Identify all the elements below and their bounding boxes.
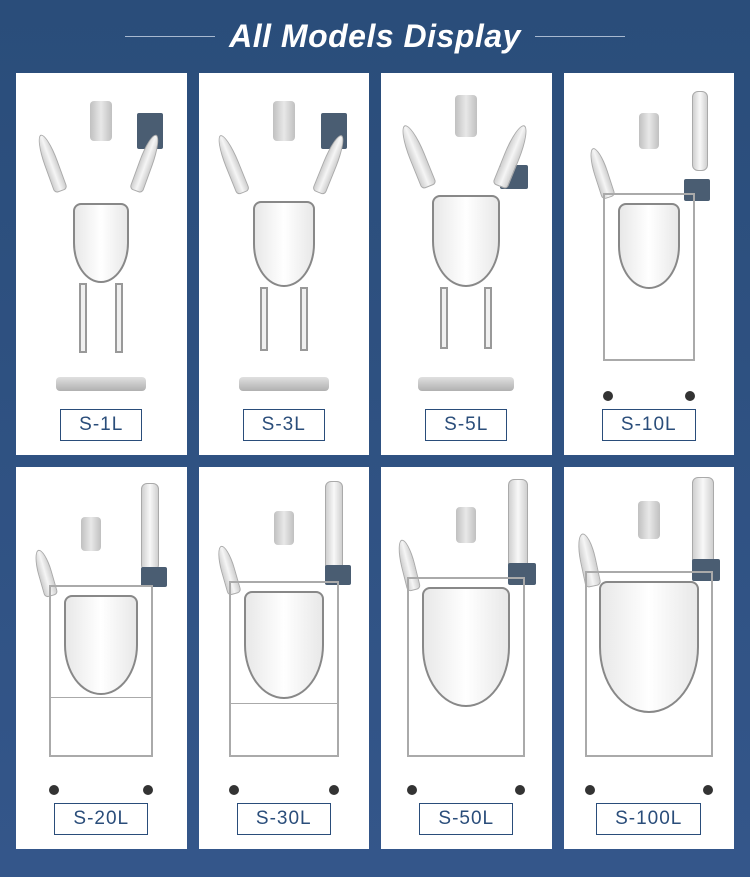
product-image xyxy=(22,83,181,401)
model-label: S-3L xyxy=(243,409,325,441)
models-grid: S-1L S-3L xyxy=(0,73,750,865)
header: All Models Display xyxy=(0,0,750,73)
model-label: S-100L xyxy=(596,803,701,835)
model-card: S-20L xyxy=(16,467,187,849)
model-label: S-5L xyxy=(425,409,507,441)
model-card: S-50L xyxy=(381,467,552,849)
page-title: All Models Display xyxy=(229,18,521,55)
product-image xyxy=(205,477,364,795)
product-image xyxy=(570,477,729,795)
model-label: S-10L xyxy=(602,409,696,441)
model-card: S-10L xyxy=(564,73,735,455)
model-card: S-5L xyxy=(381,73,552,455)
header-line-left xyxy=(125,36,215,37)
product-image xyxy=(22,477,181,795)
model-label: S-20L xyxy=(54,803,148,835)
product-image xyxy=(387,477,546,795)
product-image xyxy=(570,83,729,401)
product-image xyxy=(205,83,364,401)
model-card: S-100L xyxy=(564,467,735,849)
product-image xyxy=(387,83,546,401)
model-card: S-1L xyxy=(16,73,187,455)
header-line-right xyxy=(535,36,625,37)
model-card: S-30L xyxy=(199,467,370,849)
model-label: S-1L xyxy=(60,409,142,441)
model-label: S-50L xyxy=(419,803,513,835)
model-label: S-30L xyxy=(237,803,331,835)
model-card: S-3L xyxy=(199,73,370,455)
